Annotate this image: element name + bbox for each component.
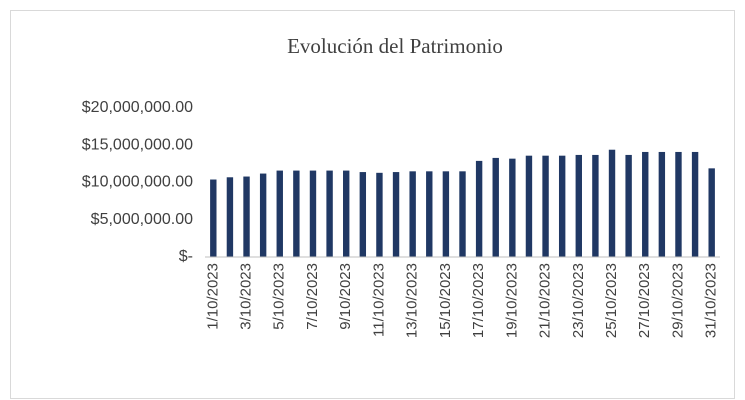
x-tick-label: 23/10/2023 [570,263,587,338]
bar [259,173,267,257]
bar [625,154,632,257]
x-tick-label: 15/10/2023 [437,263,454,338]
bar [658,151,666,257]
bar [492,157,499,257]
x-tick-label: 11/10/2023 [370,263,387,337]
bar [226,177,234,257]
x-tick-label: 27/10/2023 [636,263,653,338]
bar [392,172,400,257]
bar [558,155,566,257]
bar [675,151,682,257]
y-tick-label: $- [179,248,193,265]
y-tick-label: $5,000,000.00 [91,211,193,228]
x-tick-label: 9/10/2023 [337,263,354,330]
y-tick-label: $15,000,000.00 [82,136,193,153]
bar [608,149,616,257]
bar [426,171,433,257]
x-tick-label: 21/10/2023 [537,263,554,338]
x-tick-label: 29/10/2023 [669,263,686,338]
bar [409,171,416,257]
bar [691,151,699,257]
bar [475,160,483,257]
bar [442,171,450,257]
bar [210,179,217,257]
x-tick-label: 25/10/2023 [603,263,620,338]
chart-title: Evolución del Patrimonio [287,34,503,58]
bar [575,154,582,257]
bar [525,155,533,257]
x-tick-label: 13/10/2023 [404,263,421,338]
bar [359,172,367,257]
x-tick-label: 31/10/2023 [703,263,720,338]
bar [642,151,649,257]
bar [243,176,250,257]
bar [459,171,466,257]
bar [343,170,350,257]
bar [592,154,599,257]
bar [309,170,317,257]
x-tick-label: 3/10/2023 [238,263,255,330]
bar [326,170,333,257]
bar [376,172,383,257]
x-tick-label: 7/10/2023 [304,263,321,330]
x-tick-label: 5/10/2023 [271,263,288,330]
bar [542,155,549,257]
bar [293,170,300,257]
y-tick-label: $20,000,000.00 [82,99,193,116]
bar [276,170,283,257]
x-tick-label: 1/10/2023 [204,263,221,330]
x-tick-label: 17/10/2023 [470,263,487,338]
bar [509,158,516,257]
y-tick-label: $10,000,000.00 [82,174,193,191]
bar [708,168,715,257]
x-tick-label: 19/10/2023 [503,263,520,338]
